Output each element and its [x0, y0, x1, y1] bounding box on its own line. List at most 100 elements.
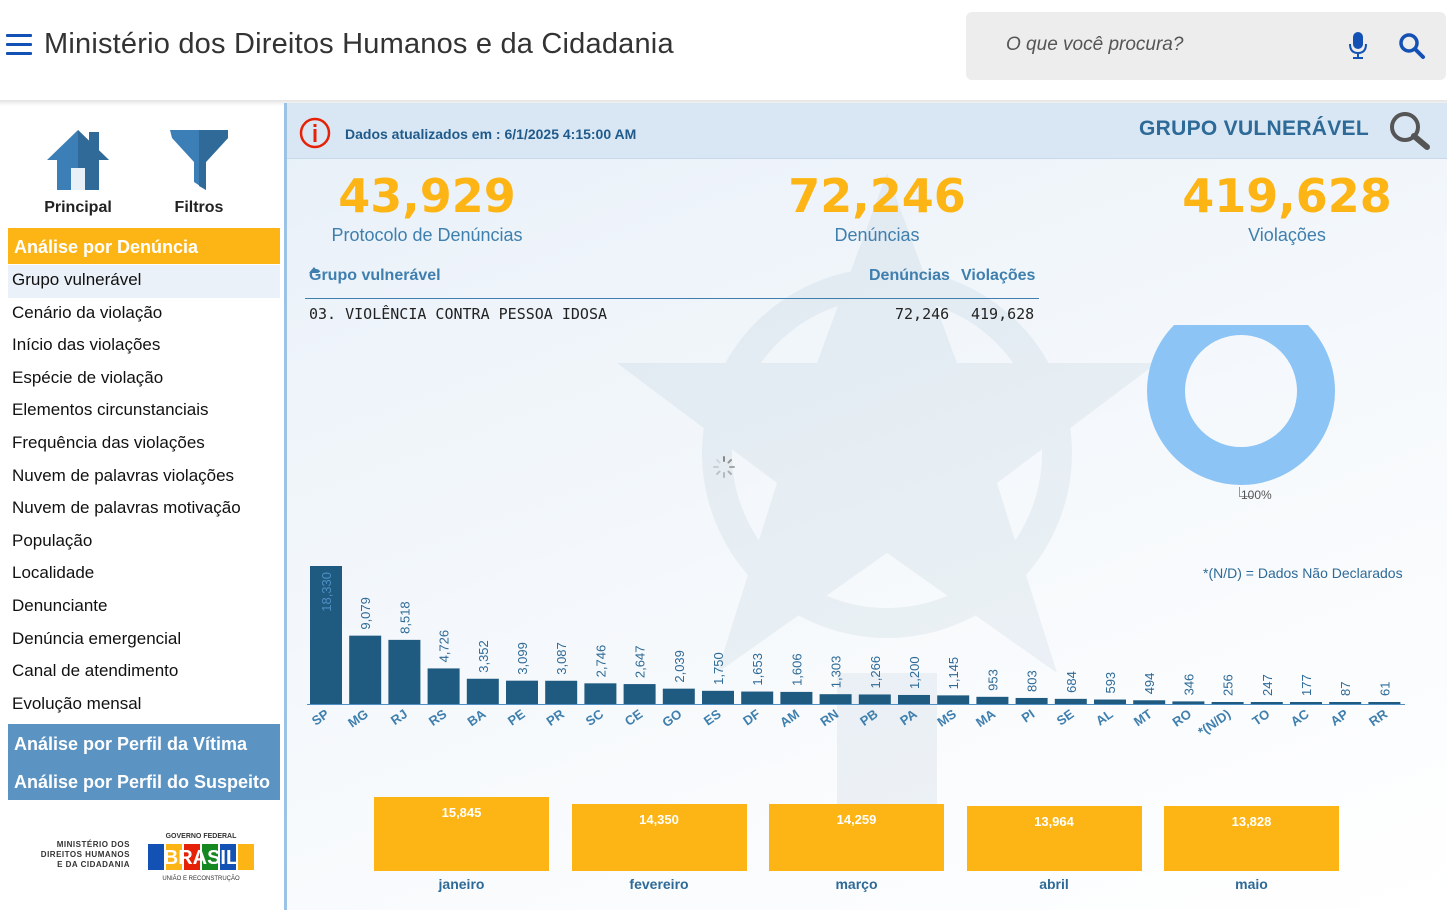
section-perfil-suspeito[interactable]: Análise por Perfil do Suspeito [8, 762, 280, 800]
bar-ms[interactable] [937, 695, 970, 704]
sidebar-item[interactable]: Início das violações [12, 335, 161, 355]
filtros-button[interactable]: Filtros [160, 128, 238, 217]
sort-asc-icon [309, 267, 319, 273]
bar-value-label: 1,750 [711, 652, 726, 685]
bar-se[interactable] [1054, 698, 1087, 704]
sidebar-item[interactable]: Denunciante [12, 595, 108, 615]
table-row[interactable]: 03. VIOLÊNCIA CONTRA PESSOA IDOSA 72,246… [305, 299, 1039, 327]
bar-value-label: 2,647 [633, 646, 648, 679]
donut-chart [1147, 325, 1335, 485]
bar-pi[interactable] [1015, 697, 1048, 704]
month-bar-1[interactable]: 14,350 [571, 803, 747, 871]
table-header: Grupo vulnerável Denúncias Violações [305, 263, 1039, 299]
sidebar-item[interactable]: Elementos circunstanciais [12, 400, 209, 420]
sidebar-item[interactable]: Localidade [12, 563, 95, 583]
sidebar-item[interactable]: Frequência das violações [12, 432, 205, 452]
month-label: março [835, 876, 878, 892]
bar-value-label: 8,518 [397, 601, 412, 634]
bar-ro[interactable] [1172, 701, 1205, 704]
bar-rr[interactable] [1368, 702, 1401, 704]
bar-es[interactable] [702, 690, 734, 704]
bar-category-label: MT [1131, 706, 1155, 729]
bar-value-label: 1,145 [946, 657, 961, 690]
donut-slice[interactable] [1147, 325, 1335, 485]
home-icon [47, 130, 109, 190]
month-bar-4[interactable]: 13,828 [1164, 806, 1339, 871]
ministry-logo-line-2: DIREITOS HUMANOS [40, 850, 130, 859]
funnel-filter-icon [170, 130, 228, 190]
section-analise-denuncia[interactable]: Análise por Denúncia [8, 228, 280, 264]
month-bar-2[interactable]: 14,259 [769, 804, 944, 871]
bar-value-label: 87 [1338, 682, 1353, 696]
microphone-icon[interactable] [1348, 32, 1368, 60]
info-bar: Dados atualizados em : 6/1/2025 4:15:00 … [287, 103, 1447, 159]
bar-am[interactable] [780, 691, 813, 704]
bar-sp[interactable] [310, 566, 342, 704]
kpi-violacoes-label: Violações [1248, 225, 1326, 245]
col-header-denuncias[interactable]: Denúncias [869, 267, 950, 284]
bar-rn[interactable] [819, 694, 852, 704]
loading-spinner-icon [713, 456, 735, 478]
bar-ap[interactable] [1329, 702, 1362, 704]
sidebar-item[interactable]: Nuvem de palavras motivação [12, 498, 241, 518]
states-bar-chart: 18,330 SP 9,079 MG 8,518 RJ 4,726 RS 3,352 BA 3,09… [307, 566, 1405, 739]
bar-nd[interactable] [1211, 702, 1244, 704]
magnifier-icon[interactable] [1387, 109, 1431, 151]
sidebar-item[interactable]: Cenário da violação [12, 302, 163, 322]
sidebar-item[interactable]: Nuvem de palavras violações [12, 465, 235, 485]
month-bar-0[interactable]: 15,845 [374, 797, 549, 871]
bar-category-label: MG [345, 706, 371, 730]
bar-ma[interactable] [976, 696, 1009, 704]
nd-footnote: *(N/D) = Dados Não Declarados [1203, 565, 1403, 581]
gov-logo-word: BRASIL [164, 847, 238, 869]
bar-mg[interactable] [349, 635, 382, 704]
sidebar: Principal Filtros Análise por Denúncia G… [0, 106, 285, 910]
bar-category-label: CE [622, 706, 646, 729]
bar-pb[interactable] [858, 694, 891, 704]
gov-logo-bottom-text: UNIÃO E RECONSTRUÇÃO [162, 875, 240, 882]
kpi-violacoes: 419,628 Violações [1167, 169, 1407, 246]
sidebar-item[interactable]: Denúncia emergencial [12, 628, 182, 648]
bar-al[interactable] [1094, 699, 1126, 704]
sidebar-item[interactable]: Evolução mensal [12, 693, 142, 713]
bar-rs[interactable] [427, 668, 460, 704]
search-icon[interactable] [1398, 32, 1426, 60]
bar-pr[interactable] [545, 680, 578, 704]
sidebar-item[interactable]: Canal de atendimento [12, 661, 179, 681]
month-bar-3[interactable]: 13,964 [966, 805, 1142, 871]
ministry-logo-line-3: E DA CIDADANIA [57, 860, 130, 869]
principal-button[interactable]: Principal [38, 128, 118, 217]
bar-value-label: 61 [1377, 682, 1392, 696]
bar-value-label: 593 [1103, 672, 1118, 694]
col-header-violacoes[interactable]: Violações [961, 267, 1036, 284]
bar-rj[interactable] [388, 639, 421, 704]
search-input[interactable] [1006, 34, 1326, 56]
bar-value-label: 3,352 [476, 640, 491, 673]
bar-ce[interactable] [623, 684, 656, 704]
sidebar-item[interactable]: População [12, 530, 93, 550]
bar-to[interactable] [1250, 702, 1283, 704]
bar-sc[interactable] [584, 683, 617, 704]
bar-category-label: SP [309, 706, 332, 728]
section-perfil-vitima[interactable]: Análise por Perfil da Vítima [8, 724, 280, 762]
bar-go[interactable] [662, 688, 695, 704]
sidebar-item[interactable]: Espécie de violação [12, 367, 164, 387]
bar-value-label: 346 [1181, 674, 1196, 696]
kpi-protocolo-label: Protocolo de Denúncias [331, 225, 523, 245]
col-header-grupo[interactable]: Grupo vulnerável [309, 267, 441, 284]
bar-pa[interactable] [898, 694, 930, 704]
bar-category-label: AM [777, 706, 802, 730]
bar-mt[interactable] [1133, 700, 1166, 704]
bar-category-label: GO [659, 706, 684, 730]
kpi-protocolo-value: 43,929 [338, 169, 516, 223]
sidebar-item[interactable]: Grupo vulnerável [8, 265, 280, 298]
bar-ac[interactable] [1290, 702, 1322, 704]
hamburger-menu-icon[interactable] [6, 34, 32, 56]
bar-value-label: 1,653 [750, 653, 765, 686]
bar-df[interactable] [741, 691, 774, 704]
bar-category-label: SC [583, 706, 607, 729]
bar-ba[interactable] [466, 678, 499, 704]
bar-category-label: RS [426, 706, 450, 729]
bar-category-label: MS [934, 706, 959, 730]
bar-pe[interactable] [506, 680, 538, 704]
